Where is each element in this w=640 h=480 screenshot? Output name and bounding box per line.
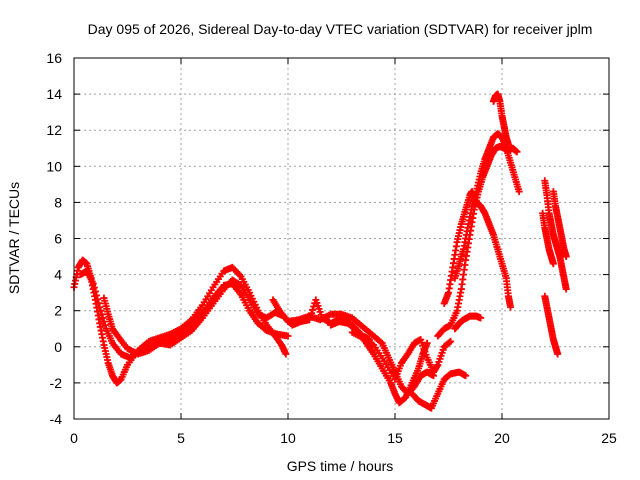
y-axis-label: SDTVAR / TECUs [6, 182, 22, 294]
x-tick-labels: 0 5 10 15 20 25 [70, 430, 617, 446]
data-point [96, 303, 104, 311]
x-tick-label: 25 [601, 430, 617, 446]
data-series [549, 188, 570, 261]
data-point [309, 306, 317, 314]
data-point [515, 188, 523, 196]
y-tick-label: -4 [50, 411, 63, 427]
data-point [377, 338, 385, 346]
data-series [70, 256, 290, 387]
data-series [541, 177, 570, 293]
data-series [539, 209, 557, 268]
data-point [507, 303, 515, 311]
y-tick-labels: -4 -2 0 2 4 6 8 10 12 14 16 [46, 50, 62, 427]
y-tick-label: 14 [46, 86, 62, 102]
data-point [549, 260, 557, 268]
data-point [562, 253, 570, 261]
data-point [282, 350, 290, 358]
y-tick-label: 6 [54, 231, 62, 247]
data-point [284, 332, 292, 340]
data-series [434, 142, 521, 340]
y-tick-label: -2 [50, 375, 63, 391]
y-tick-label: 0 [54, 339, 62, 355]
data-point [92, 291, 100, 299]
data-point [554, 350, 562, 358]
data-points [70, 90, 570, 412]
data-series [327, 318, 431, 407]
data-point [99, 314, 107, 322]
y-tick-label: 12 [46, 122, 62, 138]
data-point [513, 148, 521, 156]
data-point [90, 284, 98, 292]
data-series [348, 328, 455, 383]
data-point [100, 318, 108, 326]
data-series [451, 312, 485, 333]
y-tick-label: 10 [46, 158, 62, 174]
x-tick-label: 15 [387, 430, 403, 446]
data-point [101, 321, 109, 329]
x-tick-label: 0 [70, 430, 78, 446]
plot-frame [73, 57, 610, 420]
x-tick-label: 20 [494, 430, 510, 446]
x-tick-label: 10 [280, 430, 296, 446]
data-series [76, 267, 292, 362]
data-series [451, 130, 523, 282]
data-series [440, 188, 515, 311]
data-point [91, 287, 99, 295]
data-point [98, 310, 106, 318]
chart-title: Day 095 of 2026, Sidereal Day-to-day VTE… [88, 21, 593, 37]
data-point [95, 299, 103, 307]
data-point [97, 307, 105, 315]
x-axis-label: GPS time / hours [287, 458, 394, 474]
data-point [477, 314, 485, 322]
x-tick-label: 5 [177, 430, 185, 446]
y-tick-label: 16 [46, 50, 62, 66]
data-point [504, 141, 512, 149]
data-series [541, 292, 562, 358]
y-tick-label: 2 [54, 303, 62, 319]
data-point [94, 295, 102, 303]
data-point [89, 280, 97, 288]
y-tick-label: 8 [54, 194, 62, 210]
data-series [489, 90, 512, 149]
y-tick-label: 4 [54, 267, 62, 283]
grid-lines [73, 57, 610, 420]
data-point [446, 338, 454, 346]
data-point [462, 372, 470, 380]
data-point [562, 285, 570, 293]
data-series [408, 368, 470, 412]
data-point [447, 337, 455, 345]
